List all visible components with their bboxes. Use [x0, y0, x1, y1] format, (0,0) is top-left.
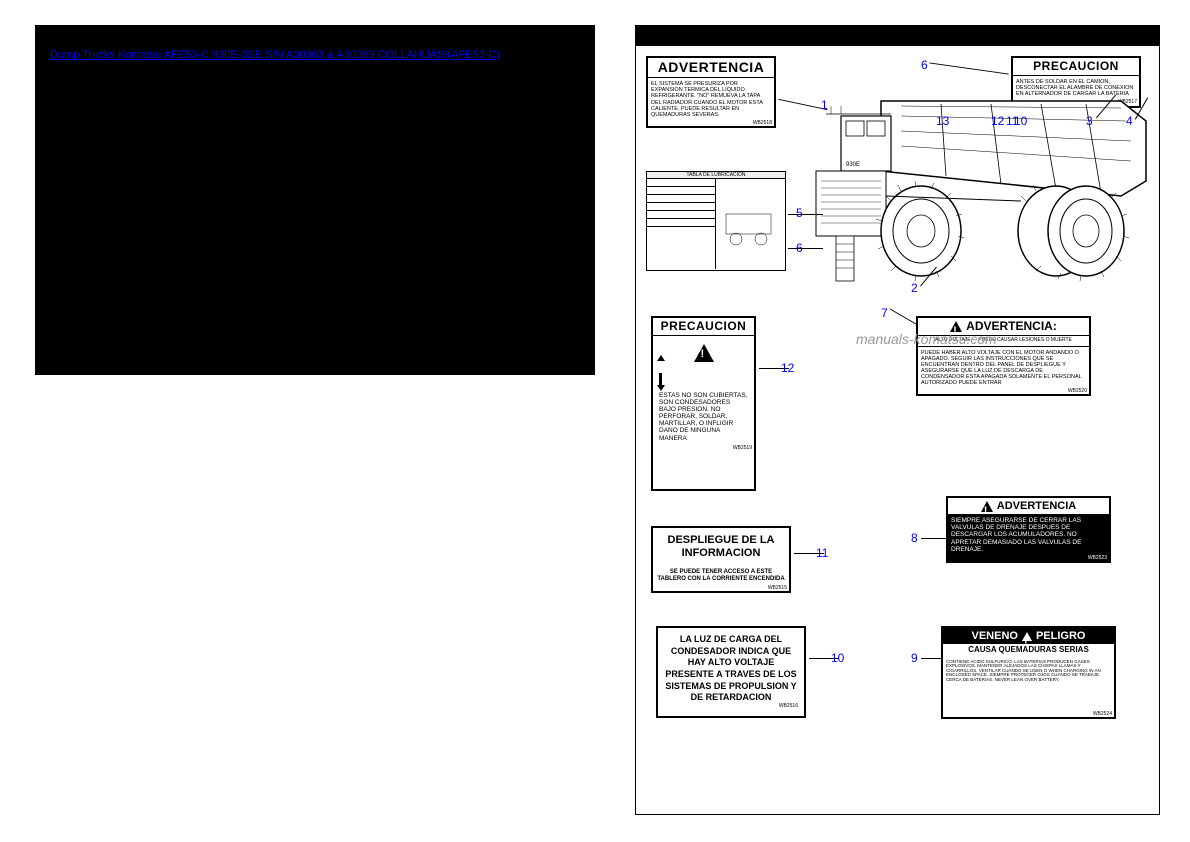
- veneno-title-left: VENENO: [972, 630, 1018, 642]
- label-code: WB2524: [943, 712, 1114, 718]
- label-code: WB2520: [918, 389, 1089, 395]
- leader-line: [890, 309, 916, 325]
- lube-title: TABLA DE LUBRICACION: [647, 172, 785, 179]
- callout-12b: 12: [991, 114, 1004, 128]
- diagram-panel: ADVERTENCIA EL SISTEMA SE PRESURIZA POR …: [635, 25, 1160, 815]
- label-title: ADVERTENCIA: [648, 58, 774, 78]
- callout-6: 6: [796, 241, 803, 255]
- label-title: ADVERTENCIA: [997, 500, 1076, 512]
- callout-9: 9: [911, 651, 918, 665]
- callout-4: 4: [1126, 114, 1133, 128]
- warning-triangle-icon: [981, 501, 993, 512]
- veneno-title-right: PELIGRO: [1036, 630, 1086, 642]
- label-luz-carga: LA LUZ DE CARGA DEL CONDESADOR INDICA QU…: [656, 626, 806, 718]
- label-body: LA LUZ DE CARGA DEL CONDESADOR INDICA QU…: [664, 634, 798, 704]
- label-body: SE PUEDE TENER ACCESO A ESTE TABLERO CON…: [653, 566, 789, 585]
- warning-triangle-icon: [694, 344, 714, 362]
- callout-3: 3: [1086, 114, 1093, 128]
- callout-2: 2: [911, 281, 918, 295]
- callout-5: 5: [796, 206, 803, 220]
- label-body: SIEMPRE ASEGURARSE DE CERRAR LAS VALVULA…: [948, 514, 1109, 556]
- leader-line: [788, 214, 823, 215]
- callout-13: 13: [936, 114, 949, 128]
- callout-12: 12: [781, 361, 794, 375]
- label-advertencia-top: ADVERTENCIA EL SISTEMA SE PRESURIZA POR …: [646, 56, 776, 128]
- document-link[interactable]: Dump Trucks Komatsu AFE53-C 930E-3SE S/N…: [50, 49, 500, 61]
- label-despliegue: DESPLIEGUE DE LA INFORMACION SE PUEDE TE…: [651, 526, 791, 593]
- label-precaucion-mid: PRECAUCION ESTAS NO SON CUBIERTAS, SON C…: [651, 316, 756, 491]
- veneno-body: CONTIENE ACIDO SULFURICO. LAS BATERIAS P…: [943, 657, 1114, 712]
- veneno-subtitle: CAUSA QUEMADURAS SERIAS: [943, 644, 1114, 657]
- truck-diagram: 930E: [811, 66, 1156, 296]
- label-code: WB2518: [648, 121, 774, 127]
- label-title: PRECAUCION: [653, 318, 754, 336]
- lube-truck-icon: [721, 194, 781, 254]
- callout-8: 8: [911, 531, 918, 545]
- leader-line: [788, 248, 823, 249]
- callout-7: 7: [881, 306, 888, 320]
- label-code: WB2523: [948, 556, 1109, 562]
- leader-line: [921, 658, 941, 659]
- label-title: DESPLIEGUE DE LA INFORMACION: [653, 528, 789, 566]
- label-advertencia-drain: ADVERTENCIA SIEMPRE ASEGURARSE DE CERRAR…: [946, 496, 1111, 563]
- callout-11b: 11: [1006, 114, 1018, 128]
- label-body: PUEDE HABER ALTO VOLTAJE CON EL MOTOR AN…: [918, 347, 1089, 389]
- leader-line: [921, 538, 946, 539]
- callout-10: 10: [831, 651, 844, 665]
- label-code: WB2515: [653, 586, 789, 592]
- label-code: WB2516: [664, 704, 798, 710]
- callout-1: 1: [821, 98, 828, 112]
- callout-6b: 6: [921, 58, 928, 72]
- diagram-header-bar: [636, 26, 1159, 46]
- svg-text:930E: 930E: [846, 162, 860, 168]
- callout-11: 11: [816, 546, 828, 560]
- label-lube-table: TABLA DE LUBRICACION: [646, 171, 786, 271]
- label-advertencia-hv: ADVERTENCIA: ALTO VOLTAJE — PUEDE CAUSAR…: [916, 316, 1091, 396]
- label-body: EL SISTEMA SE PRESURIZA POR EXPANSION TE…: [648, 78, 774, 120]
- watermark-text: manuals-komatsu.com: [856, 331, 997, 347]
- left-info-panel: Dump Trucks Komatsu AFE53-C 930E-3SE S/N…: [35, 25, 595, 375]
- label-veneno: VENENO PELIGRO CAUSA QUEMADURAS SERIAS C…: [941, 626, 1116, 719]
- warning-triangle-icon: [1022, 632, 1032, 641]
- label-code: WB2519: [653, 446, 754, 452]
- label-body: ESTAS NO SON CUBIERTAS, SON CONDESADORES…: [653, 388, 754, 446]
